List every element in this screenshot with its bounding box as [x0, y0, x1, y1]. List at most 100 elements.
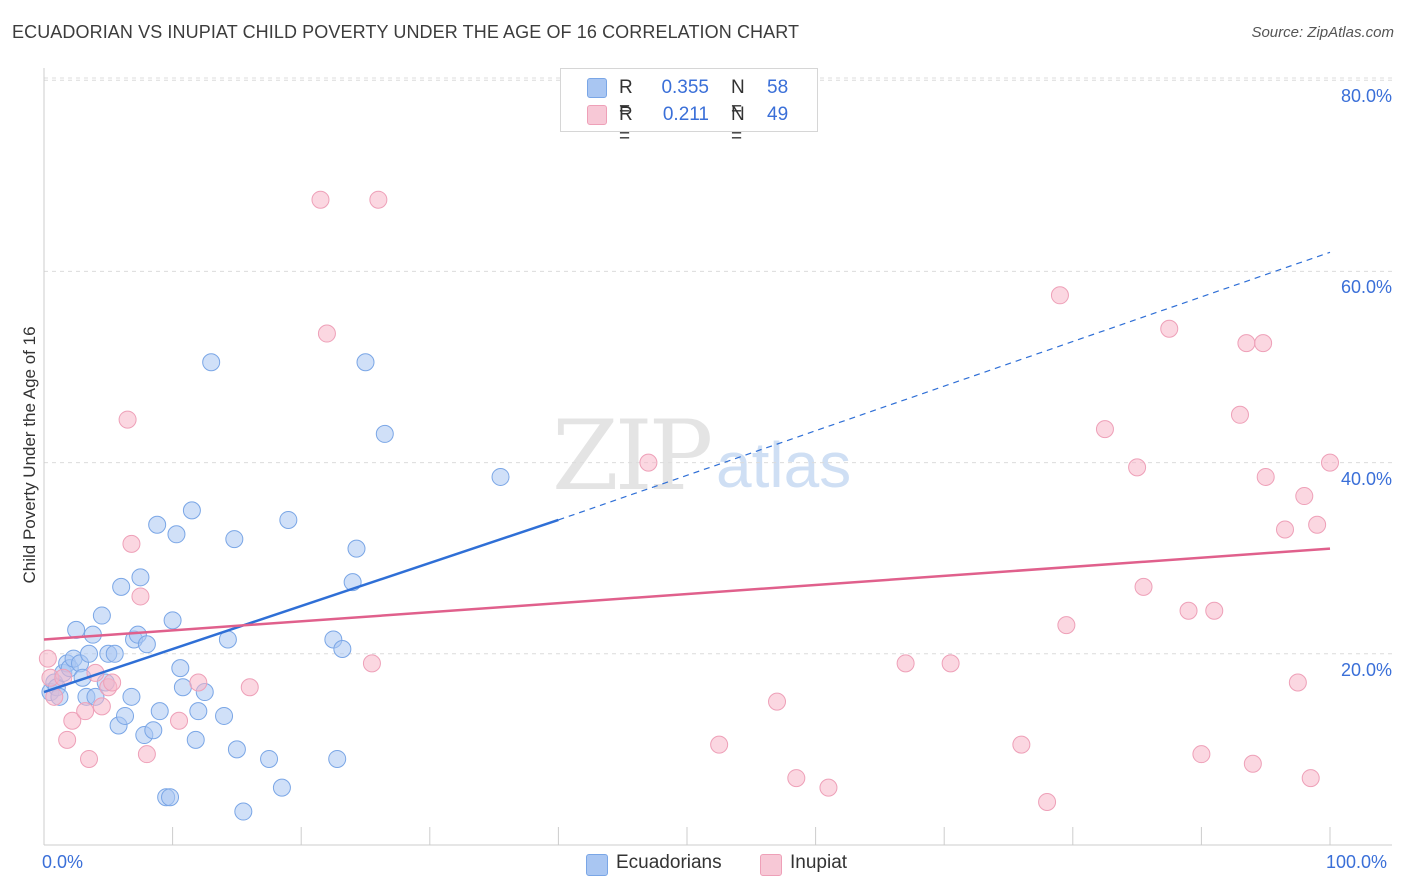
ecuadorians-trendline-projection	[558, 251, 1331, 521]
inupiat-point	[1192, 745, 1211, 764]
ecuadorians-point	[182, 501, 201, 520]
ecuadorians-point	[116, 706, 135, 725]
ecuadorians-point	[328, 749, 347, 768]
legend-n-label: N =	[731, 104, 745, 147]
correlation-legend: R = 0.355 N = 58 R = 0.211 N = 49	[560, 68, 818, 147]
y-tick-label: 80.0%	[1340, 86, 1392, 107]
inupiat-point	[63, 711, 82, 730]
ecuadorians-trendline	[43, 518, 559, 694]
inupiat-point	[1275, 520, 1294, 539]
ecuadorians-point	[491, 467, 510, 486]
inupiat-point	[1050, 286, 1069, 305]
legend-n-value: 49	[767, 104, 789, 125]
bottom-legend-label-ecuadorians: Ecuadorians	[616, 852, 722, 873]
inupiat-point	[170, 711, 189, 730]
y-tick-label: 40.0%	[1340, 468, 1392, 489]
inupiat-point	[1057, 616, 1076, 635]
chart-title: ECUADORIAN VS INUPIAT CHILD POVERTY UNDE…	[12, 22, 800, 42]
bottom-legend-swatch-ecuadorians	[586, 854, 608, 876]
ecuadorians-point	[92, 606, 111, 625]
ecuadorians-point	[163, 611, 182, 630]
inupiat-point	[122, 534, 141, 553]
legend-r-label: R =	[619, 77, 633, 120]
y-tick-label: 20.0%	[1340, 659, 1392, 680]
inupiat-point	[1095, 420, 1114, 439]
inupiat-point	[1205, 601, 1224, 620]
inupiat-point	[1308, 515, 1327, 534]
watermark-zip: ZIP	[552, 400, 713, 512]
y-axis-label: Child Poverty Under the Age of 16	[20, 326, 39, 584]
ecuadorians-point	[171, 659, 190, 678]
inupiat-point	[92, 697, 111, 716]
ecuadorians-point	[144, 721, 163, 740]
legend-r-label: R =	[619, 104, 633, 147]
ecuadorians-point	[260, 749, 279, 768]
ecuadorians-point	[272, 778, 291, 797]
legend-swatch-ecuadorians	[587, 78, 607, 98]
inupiat-point	[1160, 319, 1179, 338]
ecuadorians-point	[137, 635, 156, 654]
inupiat-point	[58, 730, 77, 749]
legend-r-value: 0.355	[661, 77, 709, 98]
inupiat-point	[1128, 458, 1147, 477]
inupiat-point	[189, 673, 208, 692]
inupiat-point	[1295, 487, 1314, 506]
legend-n-value: 58	[767, 77, 789, 98]
inupiat-point	[941, 654, 960, 673]
inupiat-point	[1134, 577, 1153, 596]
inupiat-point	[1301, 769, 1320, 788]
inupiat-point	[311, 190, 330, 209]
inupiat-point	[118, 410, 137, 429]
inupiat-point	[240, 678, 259, 697]
ecuadorians-point	[173, 678, 192, 697]
inupiat-point	[76, 702, 95, 721]
bottom-legend-label-inupiat: Inupiat	[790, 852, 848, 873]
ecuadorians-point	[167, 525, 186, 544]
inupiat-point	[896, 654, 915, 673]
inupiat-point	[787, 769, 806, 788]
ecuadorians-point	[189, 702, 208, 721]
ecuadorians-point	[375, 424, 394, 443]
inupiat-point	[1256, 467, 1275, 486]
ecuadorians-point	[112, 577, 131, 596]
inupiat-point	[1288, 673, 1307, 692]
inupiat-point	[369, 190, 388, 209]
inupiat-point	[137, 745, 156, 764]
ecuadorians-point	[333, 640, 352, 659]
inupiat-point	[1237, 334, 1256, 353]
ecuadorians-point	[225, 530, 244, 549]
ecuadorians-point	[150, 702, 169, 721]
inupiat-point	[1321, 453, 1339, 472]
inupiat-trendline	[43, 547, 1331, 641]
ecuadorians-point	[148, 515, 167, 534]
inupiat-point	[1243, 754, 1262, 773]
ecuadorians-point	[227, 740, 246, 759]
legend-r-value: 0.211	[662, 104, 709, 125]
ecuadorians-point	[202, 353, 221, 372]
ecuadorians-point	[279, 510, 298, 529]
ecuadorians-point	[105, 644, 124, 663]
watermark-atlas: atlas	[716, 429, 852, 501]
ecuadorians-point	[80, 644, 99, 663]
inupiat-point	[1179, 601, 1198, 620]
inupiat-point	[317, 324, 336, 343]
inupiat-point	[362, 654, 381, 673]
inupiat-point	[639, 453, 658, 472]
inupiat-point	[768, 692, 787, 711]
ecuadorians-point	[186, 730, 205, 749]
inupiat-point	[80, 749, 99, 768]
x-tick-min: 0.0%	[42, 852, 84, 872]
legend-swatch-inupiat	[587, 105, 607, 125]
inupiat-point	[38, 649, 57, 668]
x-tick-max: 100.0%	[1326, 852, 1388, 872]
ecuadorians-point	[161, 788, 180, 807]
ecuadorians-point	[215, 706, 234, 725]
ecuadorians-point	[122, 687, 141, 706]
inupiat-point	[819, 778, 838, 797]
ecuadorians-point	[356, 353, 375, 372]
legend-n-label: N =	[731, 77, 745, 120]
inupiat-point	[103, 673, 122, 692]
y-tick-label: 60.0%	[1340, 277, 1392, 298]
ecuadorians-point	[234, 802, 253, 821]
